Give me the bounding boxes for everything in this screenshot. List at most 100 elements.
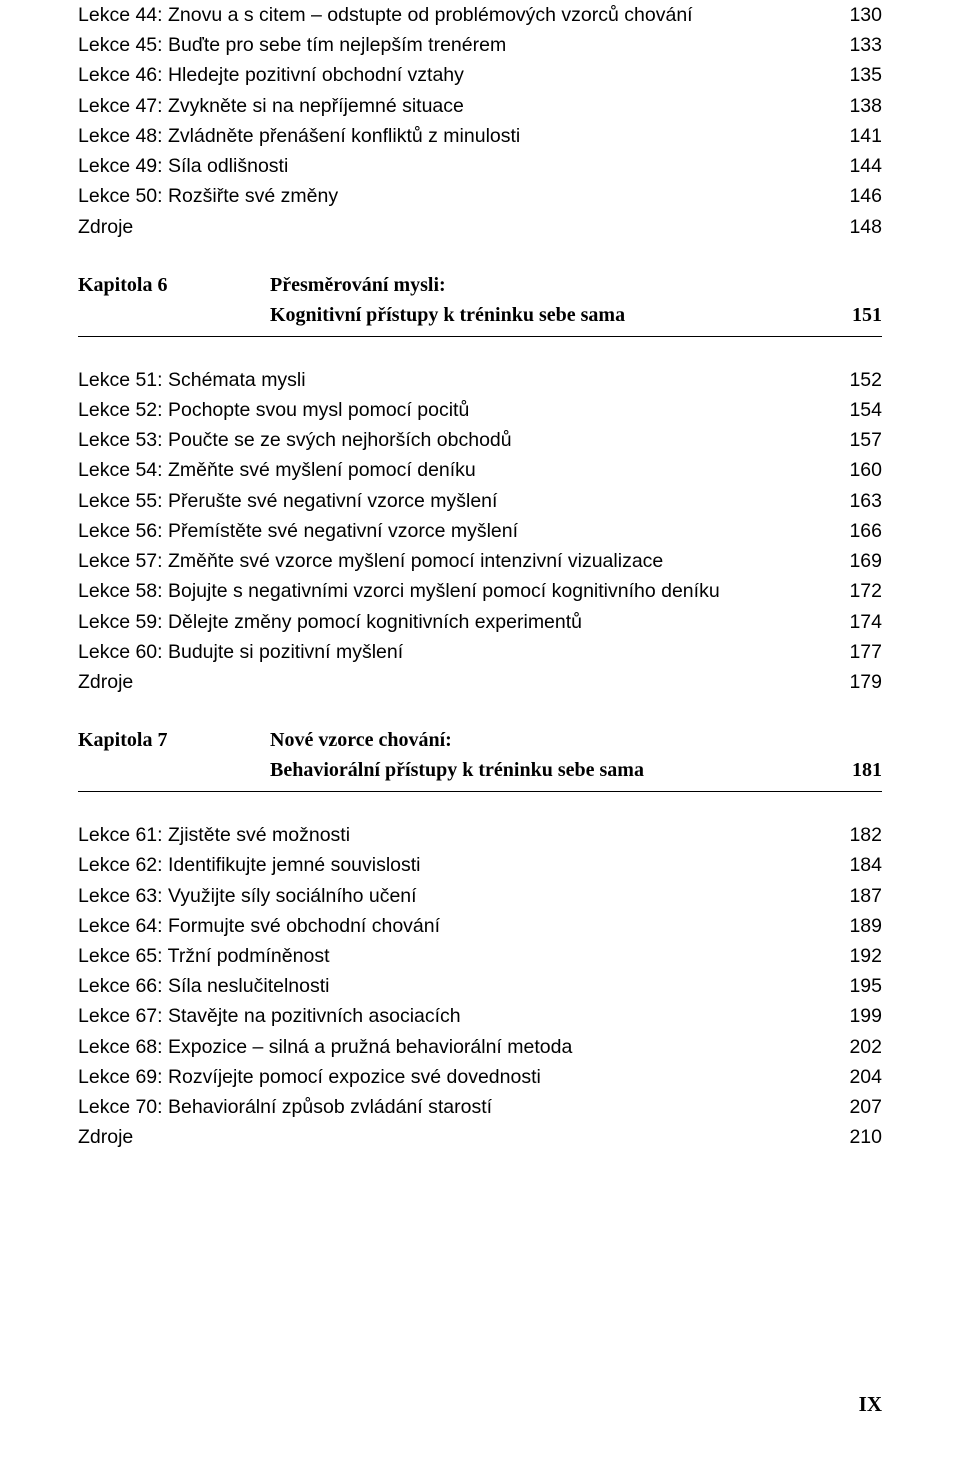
toc-entry-title: Zdroje [78, 212, 832, 242]
toc-entry-page: 172 [832, 576, 882, 606]
toc-entry-page: 177 [832, 637, 882, 667]
toc-entry-title: Lekce 47: Zvykněte si na nepříjemné situ… [78, 91, 832, 121]
toc-entry-page: 133 [832, 30, 882, 60]
chapter-7-title-group: Nové vzorce chování: Behaviorální přístu… [270, 725, 882, 785]
toc-entry-page: 163 [832, 486, 882, 516]
toc-entry-page: 202 [832, 1032, 882, 1062]
toc-entry: Lekce 70: Behaviorální způsob zvládání s… [78, 1092, 882, 1122]
toc-entry: Lekce 50: Rozšiřte své změny146 [78, 181, 882, 211]
toc-entry: Lekce 60: Budujte si pozitivní myšlení17… [78, 637, 882, 667]
toc-entry: Lekce 61: Zjistěte své možnosti182 [78, 820, 882, 850]
toc-entry-title: Lekce 61: Zjistěte své možnosti [78, 820, 832, 850]
toc-entry-page: 148 [832, 212, 882, 242]
chapter-7-rule [78, 791, 882, 792]
toc-entry: Zdroje148 [78, 212, 882, 242]
toc-entry: Lekce 63: Využijte síly sociálního učení… [78, 881, 882, 911]
toc-entry-title: Lekce 44: Znovu a s citem – odstupte od … [78, 0, 832, 30]
toc-entry-page: 135 [832, 60, 882, 90]
toc-entry-title: Zdroje [78, 1122, 832, 1152]
toc-entry-title: Zdroje [78, 667, 832, 697]
toc-entry-title: Lekce 62: Identifikujte jemné souvislost… [78, 850, 832, 880]
toc-entry-page: 160 [832, 455, 882, 485]
toc-entry-page: 157 [832, 425, 882, 455]
chapter-7-page: 181 [832, 755, 882, 785]
chapter-6-label: Kapitola 6 [78, 270, 270, 300]
chapter-6-heading: Kapitola 6 Přesměrování mysli: Kognitivn… [78, 270, 882, 337]
toc-entry: Zdroje179 [78, 667, 882, 697]
toc-entry-page: 182 [832, 820, 882, 850]
toc-entry-page: 179 [832, 667, 882, 697]
toc-entry-page: 146 [832, 181, 882, 211]
toc-entry-title: Lekce 65: Tržní podmíněnost [78, 941, 832, 971]
toc-entry-page: 195 [832, 971, 882, 1001]
toc-entry-title: Lekce 64: Formujte své obchodní chování [78, 911, 832, 941]
toc-entry-page: 192 [832, 941, 882, 971]
toc-entry-title: Lekce 50: Rozšiřte své změny [78, 181, 832, 211]
toc-entry: Lekce 68: Expozice – silná a pružná beha… [78, 1032, 882, 1062]
chapter-7-label: Kapitola 7 [78, 725, 270, 755]
toc-entry-page: 174 [832, 607, 882, 637]
toc-entry-page: 169 [832, 546, 882, 576]
toc-entry: Lekce 47: Zvykněte si na nepříjemné situ… [78, 91, 882, 121]
toc-entry: Lekce 58: Bojujte s negativními vzorci m… [78, 576, 882, 606]
toc-entry-title: Lekce 54: Změňte své myšlení pomocí dení… [78, 455, 832, 485]
toc-entry-page: 210 [832, 1122, 882, 1152]
toc-entry: Lekce 65: Tržní podmíněnost192 [78, 941, 882, 971]
chapter-7-title-line2: Behaviorální přístupy k tréninku sebe sa… [270, 755, 832, 785]
chapter-6-title-group: Přesměrování mysli: Kognitivní přístupy … [270, 270, 882, 330]
toc-entry-page: 138 [832, 91, 882, 121]
toc-entry-page: 144 [832, 151, 882, 181]
toc-entry-title: Lekce 63: Využijte síly sociálního učení [78, 881, 832, 911]
toc-entry: Lekce 48: Zvládněte přenášení konfliktů … [78, 121, 882, 151]
toc-entry: Lekce 51: Schémata mysli152 [78, 365, 882, 395]
toc-entry-title: Lekce 51: Schémata mysli [78, 365, 832, 395]
chapter-7-heading: Kapitola 7 Nové vzorce chování: Behavior… [78, 725, 882, 792]
toc-entry-title: Lekce 58: Bojujte s negativními vzorci m… [78, 576, 832, 606]
chapter-6-rule [78, 336, 882, 337]
toc-entry: Zdroje210 [78, 1122, 882, 1152]
toc-entry: Lekce 56: Přemístěte své negativní vzorc… [78, 516, 882, 546]
chapter-6-title-line2: Kognitivní přístupy k tréninku sebe sama [270, 300, 832, 330]
toc-entry-title: Lekce 45: Buďte pro sebe tím nejlepším t… [78, 30, 832, 60]
toc-entry: Lekce 66: Síla neslučitelnosti195 [78, 971, 882, 1001]
toc-block-1: Lekce 44: Znovu a s citem – odstupte od … [78, 0, 882, 242]
toc-entry-page: 141 [832, 121, 882, 151]
toc-block-3: Lekce 61: Zjistěte své možnosti182Lekce … [78, 820, 882, 1152]
chapter-6-page: 151 [832, 300, 882, 330]
toc-entry: Lekce 46: Hledejte pozitivní obchodní vz… [78, 60, 882, 90]
chapter-7-title-line1: Nové vzorce chování: [270, 725, 882, 755]
toc-entry-page: 152 [832, 365, 882, 395]
toc-entry-title: Lekce 60: Budujte si pozitivní myšlení [78, 637, 832, 667]
toc-entry-title: Lekce 57: Změňte své vzorce myšlení pomo… [78, 546, 832, 576]
toc-entry-page: 204 [832, 1062, 882, 1092]
toc-entry-page: 189 [832, 911, 882, 941]
toc-entry-title: Lekce 70: Behaviorální způsob zvládání s… [78, 1092, 832, 1122]
toc-entry: Lekce 44: Znovu a s citem – odstupte od … [78, 0, 882, 30]
toc-entry-title: Lekce 66: Síla neslučitelnosti [78, 971, 832, 1001]
toc-entry-title: Lekce 59: Dělejte změny pomocí kognitivn… [78, 607, 832, 637]
toc-entry-title: Lekce 68: Expozice – silná a pružná beha… [78, 1032, 832, 1062]
toc-entry-title: Lekce 48: Zvládněte přenášení konfliktů … [78, 121, 832, 151]
toc-entry: Lekce 69: Rozvíjejte pomocí expozice své… [78, 1062, 882, 1092]
toc-entry-title: Lekce 55: Přerušte své negativní vzorce … [78, 486, 832, 516]
toc-entry-title: Lekce 56: Přemístěte své negativní vzorc… [78, 516, 832, 546]
toc-entry-title: Lekce 46: Hledejte pozitivní obchodní vz… [78, 60, 832, 90]
toc-entry-page: 130 [832, 0, 882, 30]
toc-entry: Lekce 53: Poučte se ze svých nejhorších … [78, 425, 882, 455]
toc-entry: Lekce 59: Dělejte změny pomocí kognitivn… [78, 607, 882, 637]
toc-entry-title: Lekce 67: Stavějte na pozitivních asocia… [78, 1001, 832, 1031]
toc-entry-page: 187 [832, 881, 882, 911]
toc-entry: Lekce 45: Buďte pro sebe tím nejlepším t… [78, 30, 882, 60]
toc-entry-page: 166 [832, 516, 882, 546]
toc-entry-title: Lekce 49: Síla odlišnosti [78, 151, 832, 181]
toc-entry: Lekce 57: Změňte své vzorce myšlení pomo… [78, 546, 882, 576]
toc-entry-title: Lekce 69: Rozvíjejte pomocí expozice své… [78, 1062, 832, 1092]
toc-entry-page: 207 [832, 1092, 882, 1122]
toc-entry-page: 199 [832, 1001, 882, 1031]
toc-entry: Lekce 55: Přerušte své negativní vzorce … [78, 486, 882, 516]
toc-block-2: Lekce 51: Schémata mysli152Lekce 52: Poc… [78, 365, 882, 697]
toc-entry-title: Lekce 52: Pochopte svou mysl pomocí poci… [78, 395, 832, 425]
toc-entry: Lekce 49: Síla odlišnosti144 [78, 151, 882, 181]
page-number: IX [859, 1392, 882, 1417]
toc-entry-page: 154 [832, 395, 882, 425]
